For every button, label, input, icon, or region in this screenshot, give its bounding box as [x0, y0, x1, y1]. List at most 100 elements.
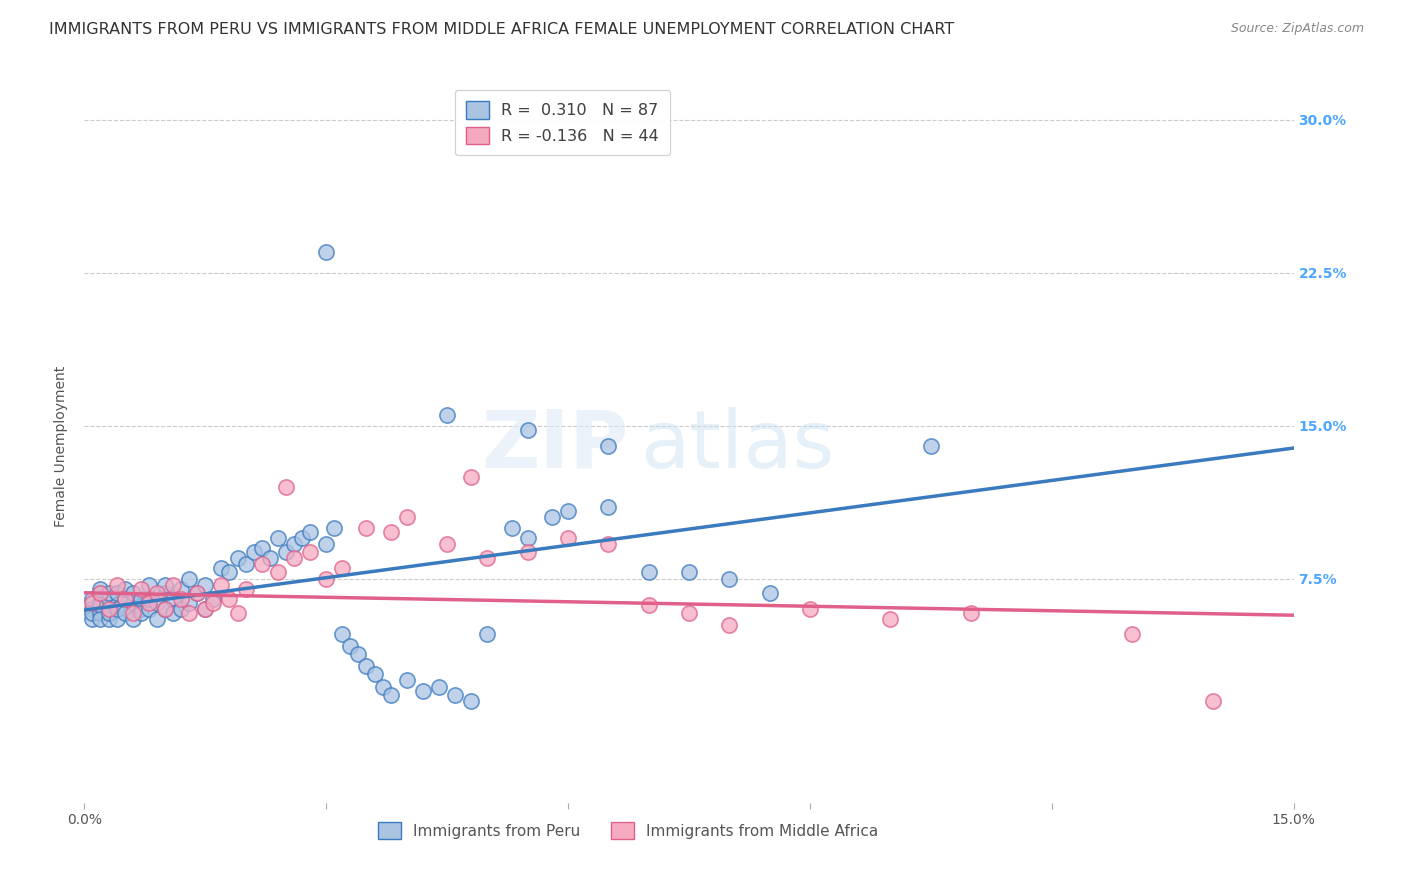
Point [259, 551, 281, 566]
Point [89, 586, 111, 600]
Point [97, 586, 120, 600]
Point [339, 639, 361, 653]
Point [363, 667, 385, 681]
Point [186, 586, 208, 600]
Point [121, 606, 143, 620]
Point [1202, 694, 1225, 708]
Point [460, 469, 482, 483]
Point [541, 510, 564, 524]
Point [89, 586, 111, 600]
Point [129, 602, 152, 616]
Text: Source: ZipAtlas.com: Source: ZipAtlas.com [1230, 22, 1364, 36]
Point [121, 612, 143, 626]
Text: ZIP: ZIP [481, 407, 628, 485]
Point [315, 572, 337, 586]
Point [299, 545, 322, 559]
Legend: Immigrants from Peru, Immigrants from Middle Africa: Immigrants from Peru, Immigrants from Mi… [373, 816, 884, 845]
Point [380, 524, 402, 539]
Point [436, 409, 458, 423]
Point [920, 439, 942, 453]
Point [105, 586, 128, 600]
Point [194, 602, 217, 616]
Text: atlas: atlas [641, 407, 835, 485]
Point [194, 602, 217, 616]
Point [395, 510, 418, 524]
Point [960, 606, 983, 620]
Point [170, 602, 193, 616]
Point [162, 591, 184, 606]
Point [146, 586, 169, 600]
Point [97, 602, 120, 616]
Point [153, 577, 176, 591]
Point [637, 598, 659, 612]
Point [202, 596, 225, 610]
Text: IMMIGRANTS FROM PERU VS IMMIGRANTS FROM MIDDLE AFRICA FEMALE UNEMPLOYMENT CORREL: IMMIGRANTS FROM PERU VS IMMIGRANTS FROM … [49, 22, 955, 37]
Point [82, 591, 104, 606]
Point [97, 591, 120, 606]
Point [194, 577, 217, 591]
Point [129, 591, 152, 606]
Point [436, 537, 458, 551]
Point [323, 520, 346, 534]
Point [283, 551, 305, 566]
Point [516, 423, 538, 437]
Point [267, 531, 290, 545]
Point [395, 673, 418, 688]
Point [114, 591, 136, 606]
Point [283, 537, 305, 551]
Point [598, 439, 620, 453]
Point [153, 586, 176, 600]
Point [427, 680, 450, 694]
Point [678, 566, 700, 580]
Point [371, 680, 394, 694]
Point [209, 577, 232, 591]
Point [226, 551, 249, 566]
Point [186, 586, 208, 600]
Point [114, 606, 136, 620]
Point [598, 500, 620, 515]
Point [97, 612, 120, 626]
Point [146, 596, 169, 610]
Point [179, 596, 201, 610]
Point [82, 606, 104, 620]
Point [138, 591, 160, 606]
Point [330, 561, 353, 575]
Point [460, 694, 482, 708]
Point [356, 520, 378, 534]
Point [170, 582, 193, 596]
Point [879, 612, 901, 626]
Point [250, 558, 273, 572]
Point [153, 602, 176, 616]
Point [758, 586, 780, 600]
Point [235, 582, 257, 596]
Point [1121, 626, 1143, 640]
Point [179, 606, 201, 620]
Point [226, 606, 249, 620]
Point [129, 582, 152, 596]
Point [557, 504, 579, 518]
Point [89, 612, 111, 626]
Point [82, 596, 104, 610]
Point [97, 606, 120, 620]
Point [250, 541, 273, 555]
Point [678, 606, 700, 620]
Point [162, 606, 184, 620]
Point [557, 531, 579, 545]
Point [444, 688, 467, 702]
Point [89, 596, 111, 610]
Point [162, 577, 184, 591]
Point [89, 606, 111, 620]
Point [218, 591, 240, 606]
Point [380, 688, 402, 702]
Point [170, 591, 193, 606]
Point [105, 612, 128, 626]
Point [105, 577, 128, 591]
Point [315, 245, 337, 260]
Y-axis label: Female Unemployment: Female Unemployment [55, 366, 69, 526]
Point [516, 545, 538, 559]
Point [121, 586, 143, 600]
Point [501, 520, 523, 534]
Point [299, 524, 322, 539]
Point [315, 537, 337, 551]
Point [356, 659, 378, 673]
